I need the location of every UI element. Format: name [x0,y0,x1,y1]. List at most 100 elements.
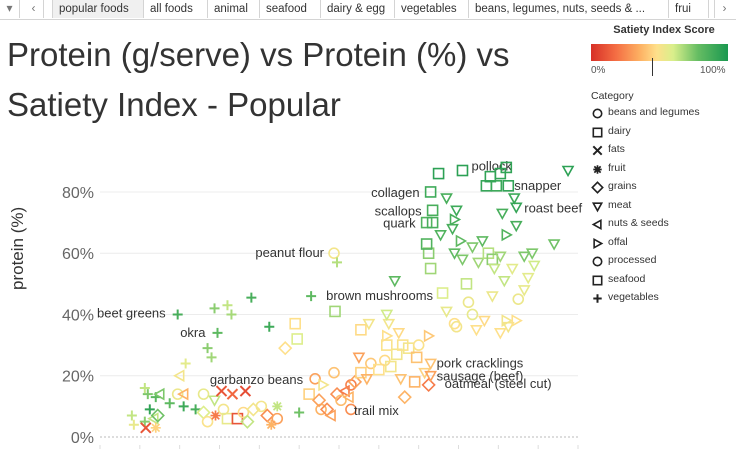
data-point[interactable] [446,223,459,236]
data-point[interactable] [547,239,561,251]
tab-vegetables[interactable]: vegetables [395,0,469,18]
data-point[interactable] [509,220,523,233]
data-point[interactable] [421,377,436,393]
data-point[interactable] [440,306,453,319]
data-point[interactable] [502,180,515,192]
data-point[interactable] [210,410,221,421]
data-point[interactable] [355,366,367,379]
data-point[interactable] [455,234,468,248]
data-point[interactable] [505,263,519,276]
data-point[interactable] [142,389,153,400]
data-point[interactable] [255,400,268,413]
data-point[interactable] [208,395,221,407]
data-point[interactable] [379,354,391,367]
data-point[interactable] [246,402,261,417]
data-point[interactable] [329,305,341,318]
data-point[interactable] [226,309,237,320]
data-point[interactable] [424,186,437,198]
data-point[interactable] [239,385,252,397]
data-point[interactable] [462,296,475,309]
data-point[interactable] [178,401,189,412]
data-point[interactable] [487,263,501,276]
data-point[interactable] [482,247,495,260]
data-point[interactable] [294,407,305,418]
data-point[interactable] [338,384,350,398]
data-point[interactable] [422,247,435,260]
data-point[interactable] [380,339,393,351]
data-point[interactable] [426,204,439,217]
data-point[interactable] [466,308,479,321]
data-point[interactable] [382,318,396,331]
data-point[interactable] [126,410,137,421]
data-point[interactable] [420,238,433,250]
data-point[interactable] [388,275,402,288]
data-point[interactable] [173,369,185,383]
data-point[interactable] [306,291,317,302]
data-point[interactable] [424,370,437,383]
data-point[interactable] [426,216,439,229]
data-point[interactable] [177,387,189,401]
data-point[interactable] [303,388,315,400]
tab-animal[interactable]: animal [208,0,260,18]
data-point[interactable] [309,372,321,385]
data-point[interactable] [139,382,150,393]
data-point[interactable] [352,352,366,365]
data-point[interactable] [289,317,301,330]
data-point[interactable] [466,242,479,254]
data-point[interactable] [456,164,469,177]
data-point[interactable] [360,374,374,386]
data-point[interactable] [240,414,255,429]
data-point[interactable] [493,328,507,340]
tab-seafood[interactable]: seafood [260,0,321,18]
data-point[interactable] [434,230,447,242]
data-point[interactable] [246,292,257,303]
data-point[interactable] [217,403,230,416]
data-point[interactable] [180,358,191,369]
tab-scroll-menu-button[interactable]: ▾ [0,0,20,18]
data-point[interactable] [501,314,513,327]
data-point[interactable] [382,329,394,343]
data-point[interactable] [525,248,539,260]
tab-all-foods[interactable]: all foods [144,0,208,18]
data-point[interactable] [328,366,340,379]
data-point[interactable] [373,363,385,376]
data-point[interactable] [222,300,233,311]
data-point[interactable] [197,388,210,400]
data-point[interactable] [497,275,511,288]
data-point[interactable] [291,333,303,345]
satiety-gradient-bar[interactable] [591,44,728,61]
data-point[interactable] [527,260,541,273]
data-point[interactable] [355,323,367,336]
data-point[interactable] [511,314,523,327]
data-point[interactable] [490,180,503,192]
data-point[interactable] [521,272,535,285]
data-point[interactable] [495,208,509,221]
data-point[interactable] [226,388,239,400]
data-point[interactable] [209,303,220,314]
data-point[interactable] [424,262,437,275]
data-point[interactable] [424,358,437,371]
tab-fruit[interactable]: frui [669,0,709,18]
data-point[interactable] [172,309,183,320]
data-point[interactable] [190,404,201,415]
data-point[interactable] [420,216,433,229]
data-point[interactable] [318,378,330,392]
data-point[interactable] [408,376,421,388]
data-point[interactable] [440,193,453,205]
data-point[interactable] [150,408,165,423]
data-point[interactable] [512,293,525,305]
data-point[interactable] [448,248,461,260]
data-point[interactable] [266,419,277,430]
data-point[interactable] [392,328,406,340]
data-point[interactable] [264,321,275,332]
tab-scroll-left-button[interactable]: ‹ [24,0,44,18]
data-point[interactable] [171,388,184,400]
data-point[interactable] [332,257,343,268]
data-point[interactable] [423,329,436,343]
data-point[interactable] [347,374,363,389]
data-point[interactable] [493,251,507,263]
data-point[interactable] [128,419,139,430]
data-point[interactable] [164,398,175,409]
data-point[interactable] [365,357,377,370]
data-point[interactable] [328,247,340,260]
